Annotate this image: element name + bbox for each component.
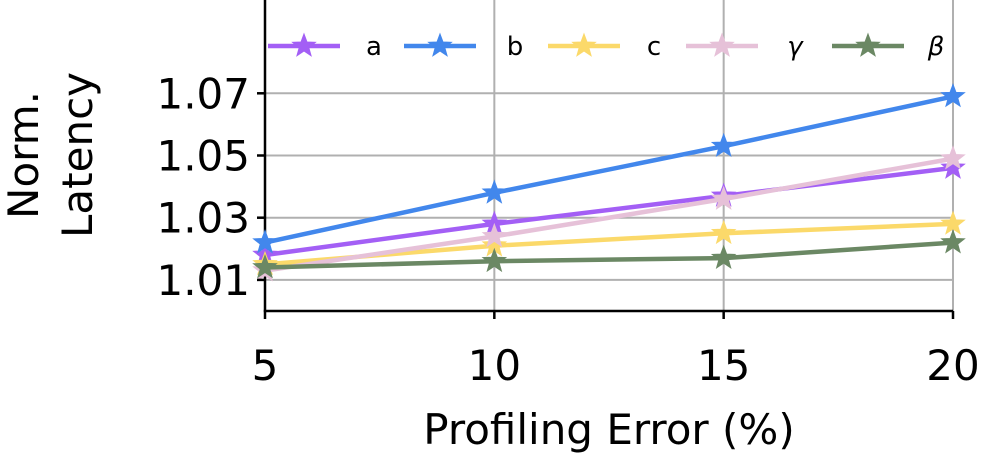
data-point-c-2	[710, 219, 737, 245]
data-point-beta-0	[252, 254, 278, 279]
legend-item-b: b	[404, 32, 523, 62]
legend-item-c: c	[548, 32, 661, 62]
legend-label-c: c	[647, 32, 661, 62]
data-point-b-2	[710, 132, 737, 158]
x-axis-label: Profiling Error (%)	[423, 405, 794, 454]
y-axis-label-line2: Latency	[53, 72, 102, 238]
legend-swatch-marker-beta	[855, 32, 881, 57]
data-point-beta-1	[481, 247, 508, 273]
y-tick-label-2: 1.05	[156, 132, 250, 181]
legend-swatch-marker-b	[427, 32, 453, 57]
legend-item-beta: β	[832, 32, 944, 62]
x-tick-label-2: 15	[697, 341, 750, 390]
series-line-beta	[264, 240, 954, 270]
y-tick-label-0: 1.01	[156, 256, 250, 305]
legend-label-a: a	[366, 32, 382, 62]
series-line-a	[264, 165, 954, 258]
x-tick-label-3: 20	[926, 341, 979, 390]
legend-label-beta: β	[927, 32, 945, 62]
series-layer	[252, 82, 966, 282]
data-point-b-1	[481, 179, 508, 204]
legend-swatch-marker-c	[571, 32, 597, 57]
legend-swatch-marker-a	[291, 32, 317, 57]
data-point-a-3	[940, 154, 966, 179]
data-point-b-0	[252, 229, 278, 254]
y-axis-label-line1: Norm.	[0, 91, 48, 219]
y-tick-label-1: 1.03	[156, 194, 250, 243]
y-tick-label-3: 1.07	[156, 69, 250, 118]
legend-swatch-marker-gamma	[709, 32, 735, 57]
x-tick-label-0: 5	[252, 341, 279, 390]
legend-label-gamma: γ	[787, 32, 804, 62]
legend-label-b: b	[507, 32, 524, 62]
legend-item-gamma: γ	[686, 32, 804, 62]
ticks-layer: 5 10 15 20 1.01 1.03 1.05 1.07	[156, 69, 979, 390]
data-point-gamma-1	[481, 222, 508, 248]
data-point-beta-3	[940, 229, 966, 254]
data-point-gamma-3	[940, 145, 966, 170]
data-point-b-3	[940, 82, 966, 108]
data-point-beta-2	[710, 244, 737, 270]
series-line-gamma	[264, 156, 954, 273]
series-line-b	[264, 94, 954, 245]
legend-item-a: a	[268, 32, 382, 62]
data-point-gamma-2	[710, 185, 737, 210]
x-tick-label-1: 10	[468, 341, 521, 390]
data-point-c-3	[940, 210, 966, 235]
